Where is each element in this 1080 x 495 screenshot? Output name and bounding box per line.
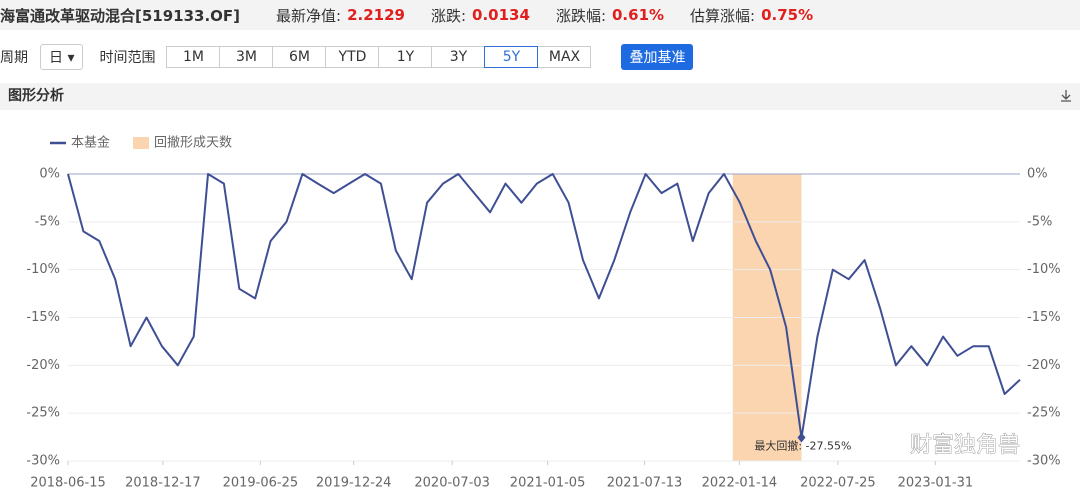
range-buttons: 1M 3M 6M YTD 1Y 3Y 5Y MAX xyxy=(166,46,592,68)
x-tick-label: 2020-07-03 xyxy=(414,476,490,491)
y-tick-label: -20% xyxy=(26,358,60,373)
change-key: 涨跌: xyxy=(430,6,467,25)
fund-title: 海富通改革驱动混合[519133.OF] xyxy=(0,6,241,25)
x-tick-label: 2022-07-25 xyxy=(800,476,876,491)
section-header: 图形分析 xyxy=(0,83,1080,110)
y-tick-label: -5% xyxy=(35,214,60,229)
y2-tick-label: -25% xyxy=(1027,406,1061,421)
y2-tick-label: -30% xyxy=(1027,454,1061,469)
x-tick-label: 2018-06-15 xyxy=(30,476,106,491)
x-tick-label: 2019-12-24 xyxy=(316,476,392,491)
y2-tick-label: -20% xyxy=(1027,358,1061,373)
period-select[interactable]: 日 ▾ xyxy=(40,44,84,70)
y-tick-label: -30% xyxy=(26,454,60,469)
x-tick-label: 2021-01-05 xyxy=(510,476,586,491)
legend-label: 本基金 xyxy=(71,135,110,151)
max-drawdown-label: 最大回撤: -27.55% xyxy=(754,439,851,453)
nav-key: 最新净值: xyxy=(276,6,342,25)
est-key: 估算涨幅: xyxy=(690,6,756,25)
pct-key: 涨跌幅: xyxy=(555,6,606,25)
period-value: 日 xyxy=(49,50,63,66)
legend-swatch xyxy=(133,137,149,149)
legend-label: 回撤形成天数 xyxy=(154,135,232,151)
est-value: 0.75% xyxy=(761,6,814,24)
change-value: 0.0134 xyxy=(472,6,530,24)
x-tick-label: 2018-12-17 xyxy=(125,476,201,491)
download-icon xyxy=(1061,90,1071,102)
overlay-button[interactable]: 叠加基准 xyxy=(621,44,694,70)
nav-value: 2.2129 xyxy=(347,6,405,24)
x-tick-label: 2021-07-13 xyxy=(607,476,683,491)
x-tick-label: 2019-06-25 xyxy=(223,476,299,491)
pct-value: 0.61% xyxy=(612,6,665,24)
range-label: 时间范围 xyxy=(99,50,156,66)
y2-tick-label: -10% xyxy=(1027,262,1061,277)
period-label: 周期 xyxy=(0,50,28,66)
y2-tick-label: -5% xyxy=(1027,214,1052,229)
range-button[interactable]: 5Y xyxy=(484,46,539,68)
x-tick-label: 2022-01-14 xyxy=(702,476,778,491)
y-tick-label: 0% xyxy=(39,167,60,182)
x-tick-label: 2023-01-31 xyxy=(898,476,974,491)
y-tick-label: -10% xyxy=(26,262,60,277)
max-drawdown-marker xyxy=(797,432,806,443)
y2-tick-label: 0% xyxy=(1027,167,1048,182)
y2-tick-label: -15% xyxy=(1027,310,1061,325)
y-tick-label: -25% xyxy=(26,406,60,421)
header-bar: 海富通改革驱动混合[519133.OF] 最新净值: 2.2129 涨跌: 0.01… xyxy=(0,0,1080,30)
section-title: 图形分析 xyxy=(8,88,64,104)
watermark: 财富独角兽 xyxy=(910,433,1020,458)
y-tick-label: -15% xyxy=(26,310,60,325)
series-line xyxy=(67,173,1021,439)
controls: 周期 日 ▾ 时间范围 1M 3M 6M YTD 1Y 3Y 5Y MAX 叠加基准 xyxy=(0,44,694,70)
